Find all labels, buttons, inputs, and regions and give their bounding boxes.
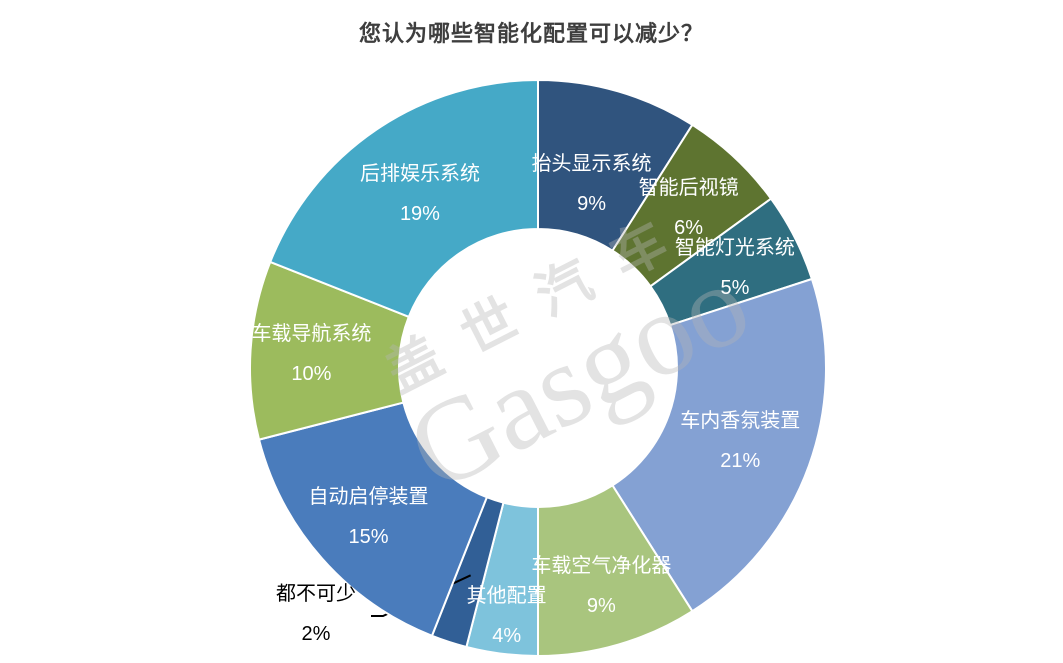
donut-slice-7 <box>258 401 488 637</box>
donut-slice-3 <box>611 278 827 613</box>
chart-title: 您认为哪些智能化配置可以减少？ <box>358 21 704 46</box>
donut-slice-9 <box>269 79 539 318</box>
